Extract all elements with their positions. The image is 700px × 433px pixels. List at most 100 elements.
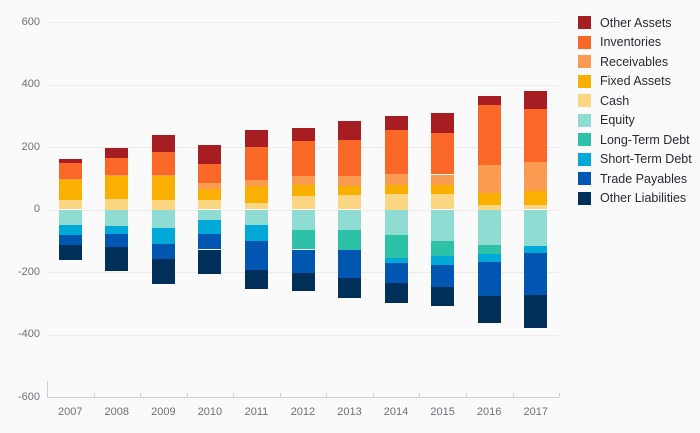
bar-segment-cash[interactable] [524, 204, 548, 210]
bar-segment-other-assets[interactable] [58, 158, 82, 163]
bar-segment-fixed-assets[interactable] [524, 191, 548, 205]
bar-segment-trade-payables[interactable] [198, 233, 222, 250]
bar-segment-fixed-assets[interactable] [431, 185, 455, 194]
bar-segment-receivables[interactable] [338, 176, 361, 186]
bar-segment-cash[interactable] [245, 202, 268, 210]
bar-segment-other-liabilities[interactable] [151, 258, 175, 285]
bar-segment-fixed-assets[interactable] [291, 185, 315, 197]
bar-segment-equity[interactable] [384, 209, 408, 235]
bar-segment-other-liabilities[interactable] [291, 272, 315, 292]
bar-segment-other-liabilities[interactable] [58, 245, 82, 261]
bar-segment-fixed-assets[interactable] [338, 185, 361, 195]
bar-segment-trade-payables[interactable] [384, 263, 408, 283]
bar-segment-other-assets[interactable] [384, 115, 408, 130]
bar-segment-equity[interactable] [151, 209, 175, 228]
bar-segment-inventories[interactable] [198, 164, 222, 184]
bar-segment-fixed-assets[interactable] [384, 184, 408, 194]
bar-segment-equity[interactable] [338, 209, 361, 230]
bar-segment-receivables[interactable] [524, 162, 548, 192]
bar-segment-other-assets[interactable] [524, 90, 548, 109]
bar-segment-short-term-debt[interactable] [431, 255, 455, 265]
bar-segment-inventories[interactable] [105, 157, 129, 175]
bar-segment-trade-payables[interactable] [477, 261, 501, 297]
bar-segment-equity[interactable] [58, 209, 82, 225]
bar-segment-fixed-assets[interactable] [477, 192, 501, 205]
bar-segment-cash[interactable] [477, 204, 501, 210]
bar-segment-other-liabilities[interactable] [198, 249, 222, 274]
bar-segment-trade-payables[interactable] [105, 233, 129, 247]
bar-segment-fixed-assets[interactable] [58, 180, 82, 201]
bar-segment-cash[interactable] [58, 200, 82, 210]
bar-segment-cash[interactable] [105, 198, 129, 210]
bar-segment-receivables[interactable] [477, 164, 501, 193]
bar-segment-other-assets[interactable] [338, 121, 361, 140]
bar-segment-inventories[interactable] [431, 132, 455, 175]
bar-segment-fixed-assets[interactable] [198, 189, 222, 201]
legend-item[interactable]: Equity [578, 111, 692, 131]
bar-segment-short-term-debt[interactable] [477, 253, 501, 262]
legend-item[interactable]: Cash [578, 91, 692, 111]
legend-item[interactable]: Other Assets [578, 13, 692, 33]
bar-segment-cash[interactable] [384, 193, 408, 210]
bar-segment-receivables[interactable] [198, 183, 222, 190]
bar-segment-equity[interactable] [431, 209, 455, 241]
bar-segment-short-term-debt[interactable] [524, 246, 548, 253]
bar-segment-other-assets[interactable] [477, 96, 501, 106]
bar-segment-inventories[interactable] [524, 108, 548, 162]
legend-item[interactable]: Long-Term Debt [578, 130, 692, 150]
bar-segment-long-term-debt[interactable] [477, 244, 501, 254]
bar-segment-equity[interactable] [524, 209, 548, 247]
bar-segment-short-term-debt[interactable] [105, 225, 129, 234]
bar-segment-fixed-assets[interactable] [245, 185, 268, 203]
bar-segment-inventories[interactable] [338, 139, 361, 177]
bar-segment-short-term-debt[interactable] [384, 257, 408, 264]
bar-segment-other-liabilities[interactable] [338, 278, 361, 298]
bar-segment-other-liabilities[interactable] [245, 269, 268, 290]
bar-segment-other-liabilities[interactable] [384, 282, 408, 304]
bar-segment-trade-payables[interactable] [58, 234, 82, 246]
bar-segment-short-term-debt[interactable] [245, 224, 268, 242]
bar-segment-long-term-debt[interactable] [338, 229, 361, 250]
bar-segment-fixed-assets[interactable] [105, 175, 129, 199]
legend-item[interactable]: Fixed Assets [578, 72, 692, 92]
bar-segment-cash[interactable] [151, 200, 175, 210]
bar-segment-cash[interactable] [338, 194, 361, 210]
bar-segment-trade-payables[interactable] [291, 249, 315, 273]
bar-segment-short-term-debt[interactable] [58, 224, 82, 235]
bar-segment-receivables[interactable] [245, 179, 268, 186]
bar-segment-other-liabilities[interactable] [105, 247, 129, 272]
bar-segment-equity[interactable] [291, 209, 315, 231]
bar-segment-inventories[interactable] [151, 152, 175, 176]
bar-segment-receivables[interactable] [291, 176, 315, 186]
bar-segment-inventories[interactable] [477, 105, 501, 165]
bar-segment-receivables[interactable] [58, 178, 82, 181]
bar-segment-equity[interactable] [245, 209, 268, 225]
bar-segment-trade-payables[interactable] [245, 241, 268, 270]
legend-item[interactable]: Short-Term Debt [578, 150, 692, 170]
bar-segment-trade-payables[interactable] [151, 243, 175, 259]
legend-item[interactable]: Other Liabilities [578, 189, 692, 209]
bar-segment-cash[interactable] [431, 193, 455, 210]
bar-segment-short-term-debt[interactable] [198, 219, 222, 234]
bar-segment-long-term-debt[interactable] [431, 240, 455, 256]
bar-segment-other-liabilities[interactable] [477, 296, 501, 323]
bar-segment-other-liabilities[interactable] [524, 294, 548, 329]
bar-segment-receivables[interactable] [151, 175, 175, 177]
bar-segment-other-assets[interactable] [198, 145, 222, 165]
bar-segment-receivables[interactable] [105, 174, 129, 176]
bar-segment-equity[interactable] [198, 209, 222, 220]
bar-segment-other-assets[interactable] [291, 127, 315, 141]
legend-item[interactable]: Trade Payables [578, 169, 692, 189]
bar-segment-cash[interactable] [291, 196, 315, 210]
bar-segment-inventories[interactable] [384, 129, 408, 175]
bar-segment-fixed-assets[interactable] [151, 176, 175, 201]
bar-segment-long-term-debt[interactable] [291, 230, 315, 250]
bar-segment-long-term-debt[interactable] [384, 234, 408, 258]
bar-segment-trade-payables[interactable] [338, 249, 361, 279]
legend-item[interactable]: Receivables [578, 52, 692, 72]
legend-item[interactable]: Inventories [578, 33, 692, 53]
bar-segment-other-assets[interactable] [151, 134, 175, 153]
bar-segment-inventories[interactable] [245, 146, 268, 180]
bar-segment-equity[interactable] [105, 209, 129, 226]
bar-segment-equity[interactable] [477, 209, 501, 245]
